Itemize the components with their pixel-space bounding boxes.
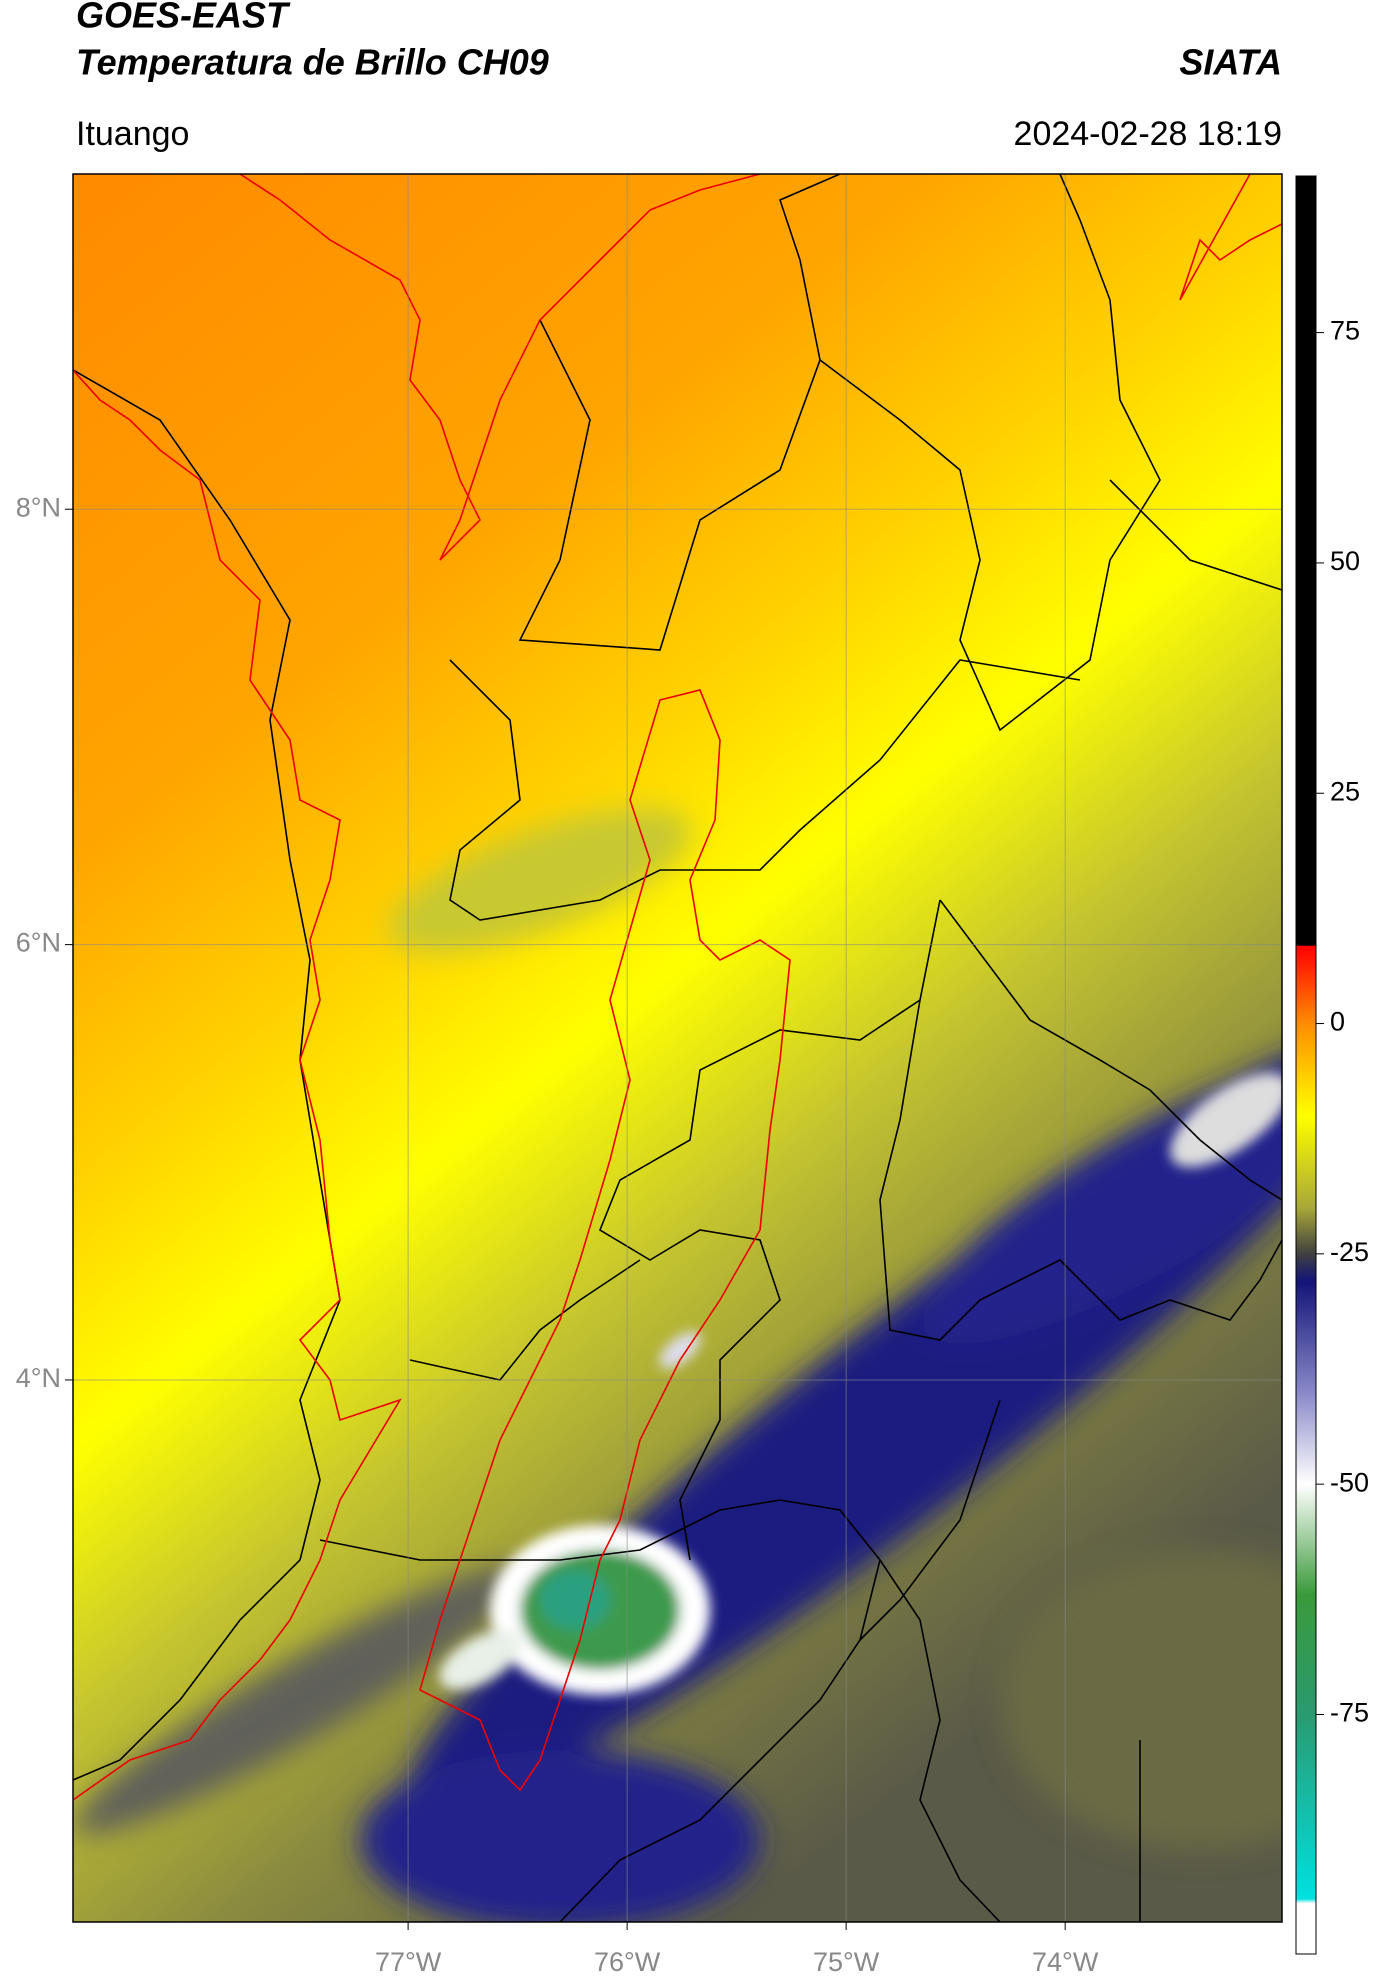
x-tick-label: 77°W — [375, 1947, 442, 1977]
y-tick-label: 8°N — [16, 492, 61, 522]
map-image — [73, 174, 1282, 1922]
colorbar-tick-label: -25 — [1330, 1237, 1369, 1267]
x-tick-label: 74°W — [1032, 1947, 1099, 1977]
title: GOES-EAST — [76, 0, 291, 36]
location: Ituango — [76, 115, 189, 153]
timestamp: 2024-02-28 18:19 — [1014, 115, 1282, 153]
colorbar-tick-label: 0 — [1330, 1007, 1345, 1037]
colorbar-tick-label: 25 — [1330, 776, 1360, 806]
colorbar-tick-label: -50 — [1330, 1467, 1369, 1497]
subtitle: Temperatura de Brillo CH09 — [76, 42, 549, 83]
agency: SIATA — [1179, 42, 1282, 83]
y-tick-label: 4°N — [16, 1363, 61, 1393]
x-tick-label: 75°W — [813, 1947, 880, 1977]
y-tick-label: 6°N — [16, 928, 61, 958]
x-tick-label: 76°W — [594, 1947, 661, 1977]
colorbar — [1295, 175, 1317, 1955]
map-frame — [72, 173, 1283, 1923]
colorbar-tick-label: 50 — [1330, 546, 1360, 576]
colorbar-tick-label: 75 — [1330, 316, 1360, 346]
colorbar-tick-label: -75 — [1330, 1698, 1369, 1728]
